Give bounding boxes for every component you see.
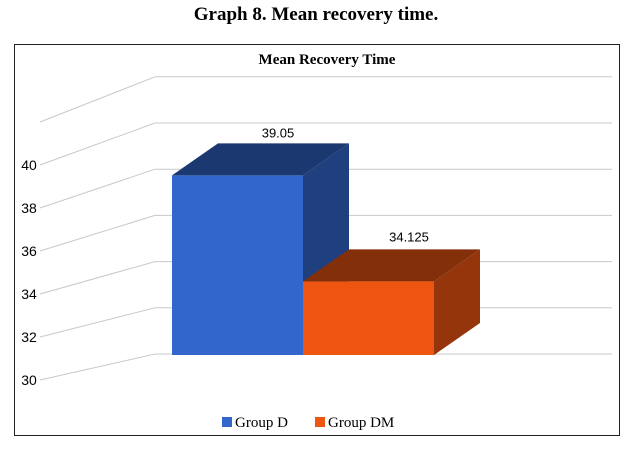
legend-swatch (315, 417, 325, 427)
legend-label: Group D (235, 415, 288, 431)
gridline-diagonal (39, 168, 156, 209)
gridline-diagonal (39, 122, 156, 166)
gridline-diagonal (39, 307, 156, 338)
y-tick-label: 36 (21, 243, 37, 259)
bar-top (303, 249, 480, 282)
legend-swatch (222, 417, 232, 427)
legend-label: Group DM (328, 415, 394, 431)
gridline-diagonal (39, 214, 156, 252)
chart-frame (14, 44, 620, 436)
y-tick-label: 30 (21, 372, 37, 388)
figure-caption: Graph 8. Mean recovery time. (193, 4, 439, 25)
y-tick-label: 32 (21, 329, 37, 345)
bar-side (434, 249, 480, 355)
gridline-diagonal (39, 261, 156, 295)
y-tick-label: 34 (21, 286, 37, 302)
y-tick-label: 38 (21, 200, 37, 216)
bar-top (172, 143, 349, 176)
chart-title: Mean Recovery Time (259, 52, 396, 68)
gridline-diagonal (39, 76, 156, 123)
gridline-diagonal (39, 353, 156, 381)
y-tick-label: 40 (21, 157, 37, 173)
data-label: 34.125 (389, 229, 429, 244)
bar-front (303, 281, 434, 355)
data-label: 39.05 (262, 125, 295, 140)
bar-front (172, 175, 303, 355)
